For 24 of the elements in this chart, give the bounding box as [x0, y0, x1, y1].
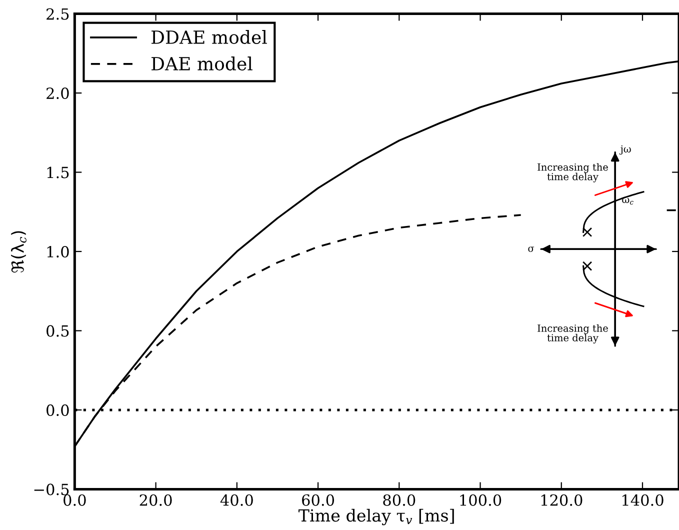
x-tick-label: 40.0 — [220, 494, 253, 506]
annotation: ω$_{c}$ — [622, 198, 634, 205]
y-tick-label: −0.5 — [34, 484, 69, 496]
x-tick-label: 120.0 — [541, 494, 582, 506]
x-tick-label: 80.0 — [383, 494, 416, 506]
legend-label: DAE model — [152, 56, 252, 71]
y-tick-label: 2.0 — [46, 87, 69, 100]
annotation: Increasing the time delay — [538, 163, 608, 182]
y-tick-label: 1.5 — [47, 166, 69, 178]
x-tick-label: 20.0 — [140, 494, 172, 506]
y-tick-label: 0.5 — [46, 325, 69, 337]
x-tick-label: 60.0 — [302, 494, 334, 506]
annotation: σ — [528, 246, 534, 252]
x-tick-label: 140.0 — [622, 494, 664, 506]
annotation: Increasing the time delay — [538, 324, 608, 344]
legend-label: DDAE model — [152, 30, 267, 44]
x-tick-label: 0.0 — [64, 494, 86, 506]
y-tick-label: 1.0 — [47, 246, 69, 258]
x-axis-title: Time delay τ$_{v}$ [ms] — [298, 508, 454, 526]
y-tick-label: 0.0 — [46, 404, 69, 416]
x-tick-label: 100.0 — [460, 494, 502, 506]
y-axis-title: ℜ(λ$_{c}$) — [11, 231, 26, 273]
y-tick-label: 2.5 — [46, 8, 69, 20]
annotation: jω — [619, 145, 631, 155]
